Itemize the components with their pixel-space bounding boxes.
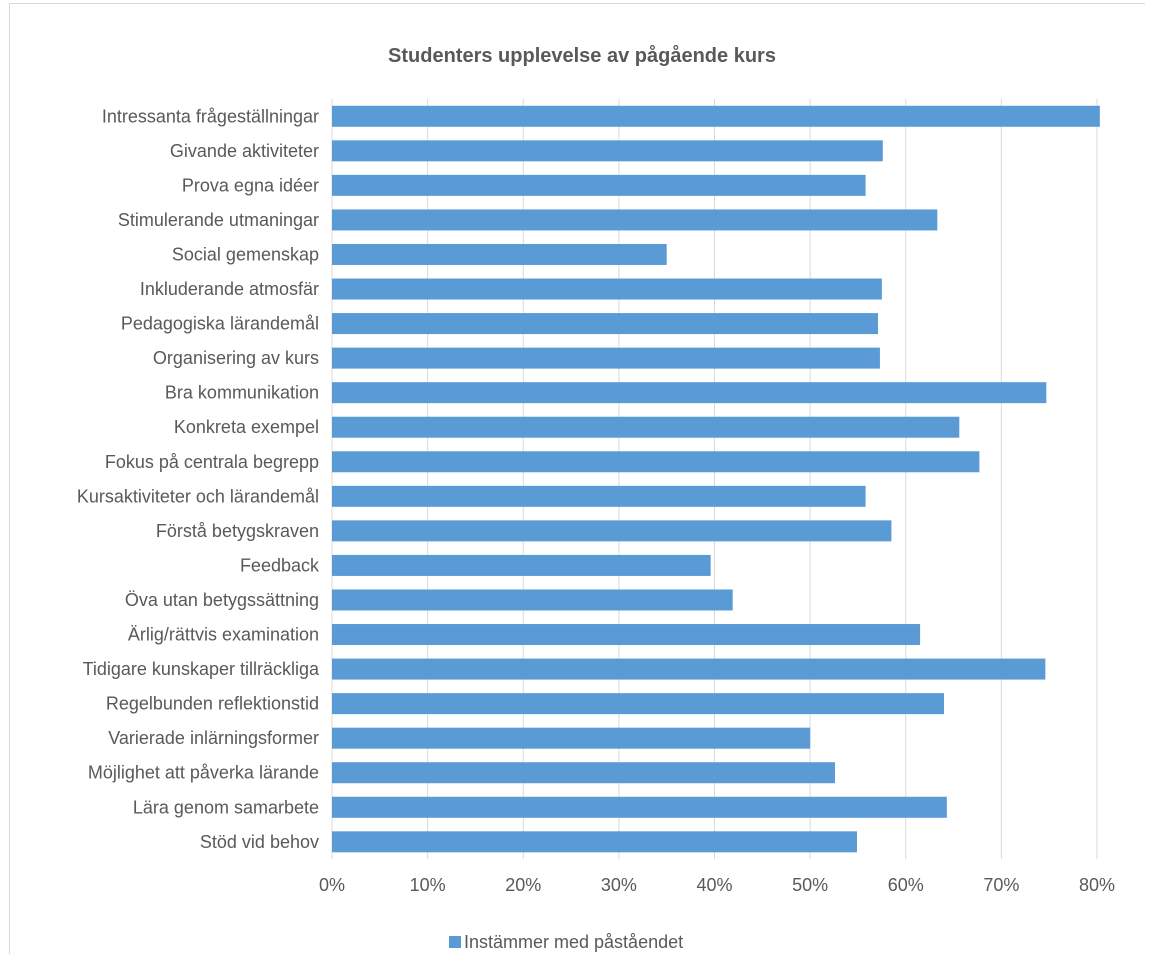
category-label: Stöd vid behov	[200, 832, 319, 852]
chart-frame: Studenters upplevelse av pågående kurs I…	[9, 3, 1145, 954]
category-label: Bra kommunikation	[165, 383, 319, 403]
category-label: Inkluderande atmosfär	[140, 279, 319, 299]
bar	[332, 451, 980, 473]
bar-chart: Studenters upplevelse av pågående kurs I…	[77, 44, 1115, 952]
bar	[332, 243, 667, 265]
bar	[332, 105, 1100, 127]
category-label: Möjlighet att påverka lärande	[88, 763, 319, 783]
chart-title: Studenters upplevelse av pågående kurs	[388, 44, 776, 67]
x-tick-label: 80%	[1079, 875, 1115, 895]
x-tick-label: 20%	[505, 875, 541, 895]
x-axis-tick-labels: 0% 10% 20% 30% 40% 50% 60% 70% 80%	[319, 875, 1115, 895]
category-label: Fokus på centrala begrepp	[105, 452, 319, 472]
category-label: Lära genom samarbete	[133, 797, 319, 817]
category-label: Givande aktiviteter	[170, 141, 319, 161]
bar	[332, 589, 733, 611]
category-label: Konkreta exempel	[174, 417, 319, 437]
bar	[332, 624, 921, 646]
category-label: Öva utan betygssättning	[125, 590, 319, 610]
x-tick-label: 0%	[319, 875, 345, 895]
x-tick-label: 60%	[888, 875, 924, 895]
category-label: Ärlig/rättvis examination	[128, 625, 319, 645]
bar	[332, 796, 947, 818]
category-label: Pedagogiska lärandemål	[121, 314, 319, 334]
bar	[332, 382, 1047, 404]
bar	[332, 831, 857, 853]
bar	[332, 727, 811, 749]
category-label: Organisering av kurs	[153, 348, 319, 368]
legend: Instämmer med påståendet	[449, 932, 683, 952]
category-label: Tidigare kunskaper tillräckliga	[83, 659, 320, 679]
category-label: Kursaktiviteter och lärandemål	[77, 486, 319, 506]
bar	[332, 174, 866, 196]
x-tick-label: 70%	[983, 875, 1019, 895]
bars	[332, 105, 1100, 853]
bar	[332, 347, 880, 369]
legend-label: Instämmer med påståendet	[464, 932, 683, 952]
x-tick-label: 40%	[696, 875, 732, 895]
category-label: Intressanta frågeställningar	[102, 106, 319, 126]
category-label: Social gemenskap	[172, 244, 319, 264]
category-label: Stimulerande utmaningar	[118, 210, 319, 230]
bar	[332, 209, 938, 231]
bar	[332, 762, 835, 784]
x-tick-label: 10%	[410, 875, 446, 895]
category-labels: Intressanta frågeställningar Givande akti…	[77, 106, 320, 852]
bar	[332, 520, 892, 542]
bar	[332, 485, 866, 507]
category-label: Feedback	[240, 555, 320, 575]
bar	[332, 140, 883, 162]
category-label: Varierade inlärningsformer	[108, 728, 319, 748]
category-label: Förstå betygskraven	[156, 521, 319, 541]
x-tick-label: 30%	[601, 875, 637, 895]
x-tick-label: 50%	[792, 875, 828, 895]
bar	[332, 278, 882, 300]
bar	[332, 416, 960, 438]
legend-swatch	[449, 936, 461, 948]
bar	[332, 554, 711, 576]
bar	[332, 658, 1046, 680]
bar	[332, 693, 944, 715]
category-label: Prova egna idéer	[182, 175, 319, 195]
bar	[332, 313, 879, 335]
category-label: Regelbunden reflektionstid	[106, 694, 319, 714]
